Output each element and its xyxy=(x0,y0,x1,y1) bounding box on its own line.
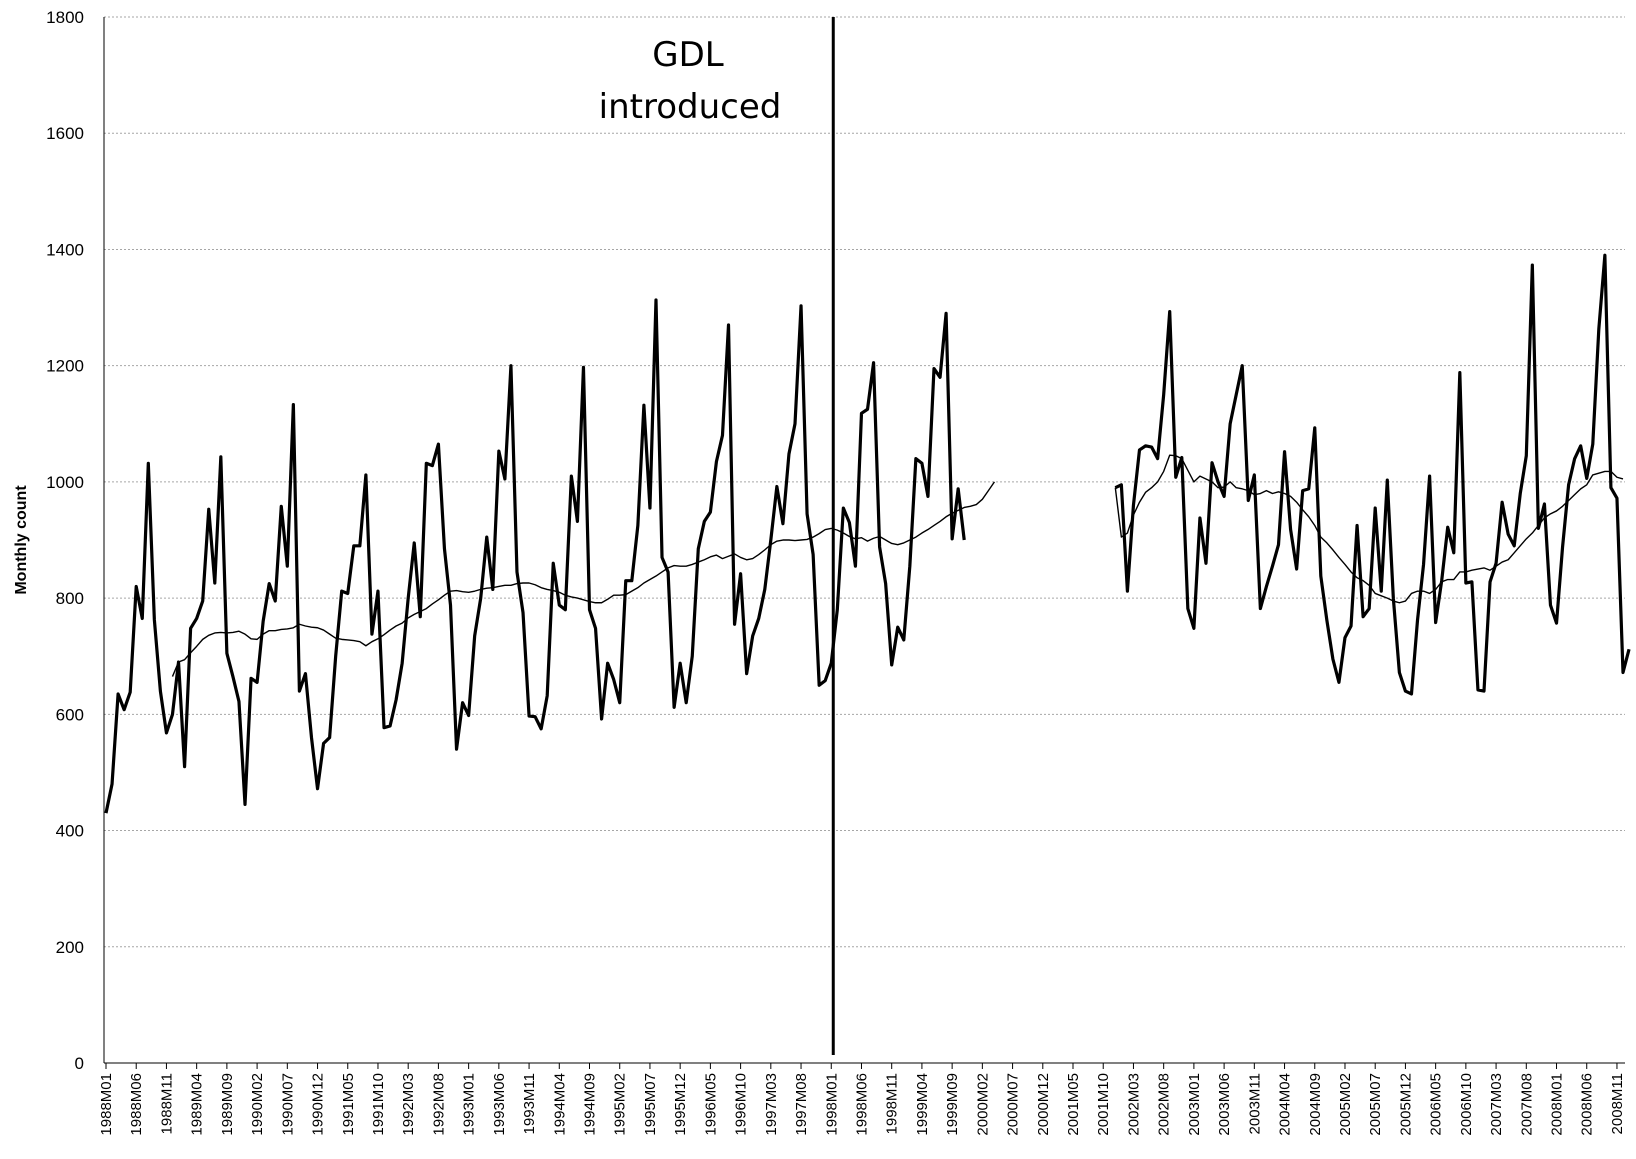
x-tick-label-1992M03: 1992M03 xyxy=(400,1073,417,1136)
x-tick-label-1993M01: 1993M01 xyxy=(461,1073,478,1136)
x-tick-label-2000M07: 2000M07 xyxy=(1005,1073,1022,1136)
y-axis-title: Monthly count xyxy=(13,485,30,595)
x-tick-label-1994M04: 1994M04 xyxy=(551,1073,568,1136)
gridlines xyxy=(104,16,1625,1064)
y-tick-label-400: 400 xyxy=(56,822,84,841)
y-tick-label-200: 200 xyxy=(56,938,84,957)
x-tick-label-1998M06: 1998M06 xyxy=(853,1073,870,1136)
series-thin-segment-1 xyxy=(171,481,996,677)
x-tick-label-1988M01: 1988M01 xyxy=(98,1073,115,1136)
x-tick-label-2004M04: 2004M04 xyxy=(1277,1073,1294,1136)
x-tick-label-2000M02: 2000M02 xyxy=(974,1073,991,1136)
x-tick-label-1990M07: 1990M07 xyxy=(279,1073,296,1136)
y-tick-label-1400: 1400 xyxy=(46,240,84,259)
x-tick-label-1999M09: 1999M09 xyxy=(944,1073,961,1136)
x-tick-label-1991M05: 1991M05 xyxy=(340,1073,357,1136)
series-thin-segment-2 xyxy=(1114,454,1624,604)
x-tick-label-1989M04: 1989M04 xyxy=(189,1073,206,1136)
x-tick-label-2005M12: 2005M12 xyxy=(1397,1073,1414,1136)
x-tick-label-2003M11: 2003M11 xyxy=(1246,1073,1263,1134)
x-tick-label-2006M10: 2006M10 xyxy=(1458,1073,1475,1136)
x-axis-ticks: 1988M01 1988M06 1988M11 1989M04 1989M09 1990M… xyxy=(98,1063,1626,1136)
x-tick-label-2008M01: 2008M01 xyxy=(1549,1073,1566,1136)
x-tick-label-1995M12: 1995M12 xyxy=(672,1073,689,1136)
x-tick-label-1997M08: 1997M08 xyxy=(793,1073,810,1136)
x-tick-label-2002M03: 2002M03 xyxy=(1125,1073,1142,1136)
x-tick-label-2003M01: 2003M01 xyxy=(1186,1073,1203,1136)
annotation-line-1: GDL xyxy=(652,35,724,75)
x-tick-label-2000M12: 2000M12 xyxy=(1035,1073,1052,1136)
y-tick-label-0: 0 xyxy=(75,1054,84,1073)
series-layer xyxy=(104,253,1631,814)
y-tick-label-800: 800 xyxy=(56,589,84,608)
x-tick-label-2008M11: 2008M11 xyxy=(1609,1073,1626,1134)
y-tick-label-600: 600 xyxy=(56,705,84,724)
x-tick-label-2005M02: 2005M02 xyxy=(1337,1073,1354,1136)
x-tick-label-2003M06: 2003M06 xyxy=(1216,1073,1233,1136)
x-tick-label-1996M05: 1996M05 xyxy=(702,1073,719,1136)
x-tick-label-1993M06: 1993M06 xyxy=(491,1073,508,1136)
x-tick-label-1995M07: 1995M07 xyxy=(642,1073,659,1136)
x-tick-label-1994M09: 1994M09 xyxy=(582,1073,599,1136)
x-tick-label-1995M02: 1995M02 xyxy=(612,1073,629,1136)
x-tick-label-1998M01: 1998M01 xyxy=(823,1073,840,1136)
x-tick-label-2007M08: 2007M08 xyxy=(1518,1073,1535,1136)
x-tick-label-2002M08: 2002M08 xyxy=(1156,1073,1173,1136)
x-tick-label-1992M08: 1992M08 xyxy=(430,1073,447,1136)
x-tick-label-2008M06: 2008M06 xyxy=(1579,1073,1596,1136)
x-tick-label-2007M03: 2007M03 xyxy=(1488,1073,1505,1136)
x-tick-label-1998M11: 1998M11 xyxy=(884,1073,901,1134)
x-tick-label-1991M10: 1991M10 xyxy=(370,1073,387,1136)
x-tick-label-1990M12: 1990M12 xyxy=(310,1073,327,1136)
x-tick-label-2001M05: 2001M05 xyxy=(1065,1073,1082,1136)
x-tick-label-1993M11: 1993M11 xyxy=(521,1073,538,1134)
x-tick-label-2005M07: 2005M07 xyxy=(1367,1073,1384,1136)
x-tick-label-1990M02: 1990M02 xyxy=(249,1073,266,1136)
x-tick-label-1988M11: 1988M11 xyxy=(158,1073,175,1134)
x-tick-label-1999M04: 1999M04 xyxy=(914,1073,931,1136)
x-tick-label-2006M05: 2006M05 xyxy=(1428,1073,1445,1136)
x-tick-label-1997M03: 1997M03 xyxy=(763,1073,780,1136)
y-tick-label-1200: 1200 xyxy=(46,357,84,376)
x-tick-label-2004M09: 2004M09 xyxy=(1307,1073,1324,1136)
series-thick-segment-2 xyxy=(1114,253,1631,696)
annotation-line-2: introduced xyxy=(599,87,782,127)
x-tick-label-1989M09: 1989M09 xyxy=(219,1073,236,1136)
x-tick-label-1996M10: 1996M10 xyxy=(733,1073,750,1136)
x-tick-label-2001M10: 2001M10 xyxy=(1095,1073,1112,1136)
y-tick-label-1600: 1600 xyxy=(46,124,84,143)
y-axis-ticks: 0 200 400 600 800 1000 1200 1400 1600 1800 xyxy=(46,8,84,1073)
series-thick-segment-1 xyxy=(104,298,966,814)
y-tick-label-1000: 1000 xyxy=(46,473,84,492)
y-tick-label-1800: 1800 xyxy=(46,8,84,27)
x-tick-label-1988M06: 1988M06 xyxy=(128,1073,145,1136)
